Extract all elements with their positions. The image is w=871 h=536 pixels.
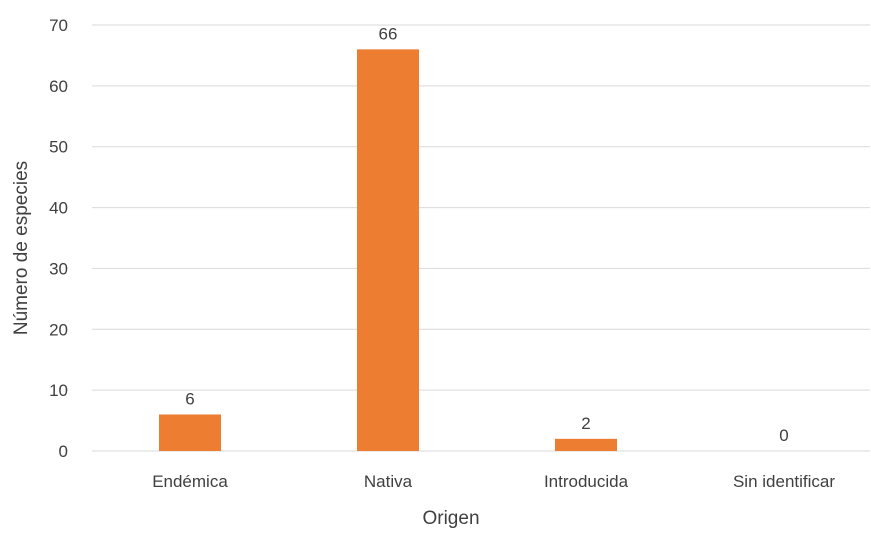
y-axis-title: Número de especies bbox=[11, 161, 32, 335]
data-label: 6 bbox=[185, 389, 194, 408]
data-label: 66 bbox=[379, 24, 398, 43]
y-tick-label: 70 bbox=[49, 16, 68, 35]
x-axis-title: Origen bbox=[422, 508, 479, 529]
y-tick-label: 40 bbox=[49, 199, 68, 218]
y-tick-label: 0 bbox=[59, 442, 68, 461]
gridlines bbox=[92, 24, 870, 452]
y-tick-label: 60 bbox=[49, 77, 68, 96]
bars bbox=[159, 49, 617, 451]
y-tick-label: 30 bbox=[49, 259, 68, 278]
y-tick-label: 10 bbox=[49, 381, 68, 400]
bar bbox=[357, 49, 419, 451]
data-label: 0 bbox=[779, 426, 788, 445]
x-category-label: Sin identificar bbox=[733, 472, 835, 491]
x-axis-category-labels: Endémica Nativa Introducida Sin identificar bbox=[152, 472, 835, 491]
x-category-label: Introducida bbox=[544, 472, 629, 491]
y-tick-label: 50 bbox=[49, 138, 68, 157]
bar bbox=[555, 438, 617, 451]
data-label: 2 bbox=[581, 414, 590, 433]
x-category-label: Nativa bbox=[364, 472, 413, 491]
y-tick-label: 20 bbox=[49, 320, 68, 339]
y-axis-tick-labels: 0 10 20 30 40 50 60 70 bbox=[49, 16, 68, 461]
x-category-label: Endémica bbox=[152, 472, 228, 491]
bar bbox=[159, 414, 221, 451]
